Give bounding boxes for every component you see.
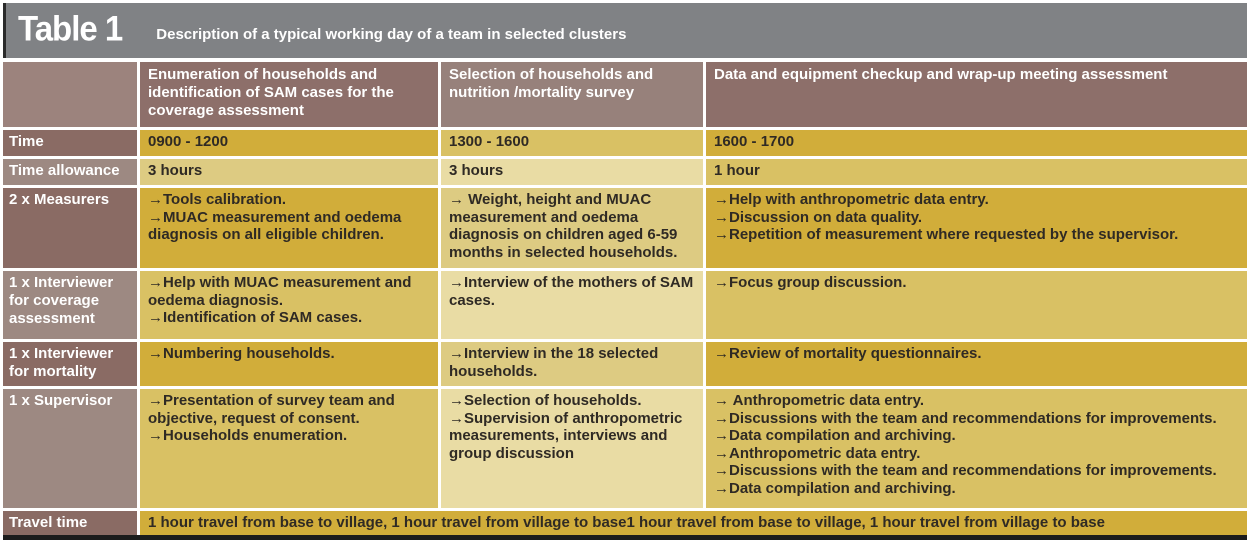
cell-interviewer-mortality-enumeration: →Numbering households.	[140, 342, 438, 386]
bullet-line: →Data compilation and archiving.	[714, 427, 956, 445]
bullet-line: →Anthropometric data entry.	[714, 444, 921, 462]
working-day-table: Enumeration of households and identifica…	[3, 62, 1247, 535]
bullet-line: →Review of mortality questionnaires.	[714, 345, 982, 362]
cell-interviewer-mortality-selection: →Interview in the 18 selected households…	[441, 342, 703, 386]
table-number: Table 1	[18, 7, 123, 48]
bullet-line: →MUAC measurement and oedema diagnosis o…	[148, 208, 402, 244]
bullet-line: →Tools calibration.	[148, 191, 287, 208]
bullet-line: →Discussions with the team and recommend…	[714, 409, 1217, 427]
bullet-line: →Discussions with the team and recommend…	[714, 462, 1217, 480]
cell-interviewer-mortality-wrapup: →Review of mortality questionnaires.	[706, 342, 1247, 386]
column-header-corner	[3, 62, 137, 127]
row-label-travel-time: Travel time	[3, 511, 137, 535]
table-title-bar: Table 1 Description of a typical working…	[3, 3, 1247, 58]
bullet-line: →Supervision of anthropometric measureme…	[449, 409, 683, 462]
bullet-line: →Presentation of survey team and objecti…	[148, 392, 395, 427]
table-description: Description of a typical working day of …	[156, 26, 627, 43]
cell-travel-time-value: 1 hour travel from base to village, 1 ho…	[140, 511, 1247, 535]
cell-time-wrapup: 1600 - 1700	[706, 130, 1247, 156]
bullet-line: →Interview of the mothers of SAM cases.	[449, 274, 694, 309]
cell-supervisor-wrapup: → Anthropometric data entry. →Discussions…	[706, 389, 1247, 508]
cell-supervisor-selection: →Selection of households. →Supervision of…	[441, 389, 703, 508]
cell-time-allowance-wrapup: 1 hour	[706, 159, 1247, 185]
bullet-line: →Selection of households.	[449, 392, 642, 409]
bullet-line: →Focus group discussion.	[714, 274, 907, 291]
cell-measurers-wrapup: →Help with anthropometric data entry. →Di…	[706, 188, 1247, 268]
bullet-line: →Discussion on data quality.	[714, 208, 923, 226]
row-label-interviewer-coverage: 1 x Interviewer for coverage assessment	[3, 271, 137, 339]
cell-time-selection: 1300 - 1600	[441, 130, 703, 156]
bullet-line: → Anthropometric data entry.	[714, 392, 925, 409]
bullet-line: →Repetition of measurement where request…	[714, 226, 1179, 244]
bullet-line: →Identification of SAM cases.	[148, 309, 363, 327]
cell-time-allowance-enumeration: 3 hours	[140, 159, 438, 185]
cell-supervisor-enumeration: →Presentation of survey team and objecti…	[140, 389, 438, 508]
cell-measurers-enumeration: →Tools calibration. →MUAC measurement and…	[140, 188, 438, 268]
row-label-time-allowance: Time allowance	[3, 159, 137, 185]
cell-interviewer-coverage-selection: →Interview of the mothers of SAM cases.	[441, 271, 703, 339]
bullet-line: →Help with MUAC measurement and oedema d…	[148, 274, 412, 309]
row-label-interviewer-mortality: 1 x Interviewer for mortality	[3, 342, 137, 386]
bullet-line: →Data compilation and archiving.	[714, 479, 956, 497]
row-label-measurers: 2 x Measurers	[3, 188, 137, 268]
bullet-line: → Weight, height and MUAC measurement an…	[449, 191, 678, 261]
bottom-border	[3, 535, 1247, 540]
cell-interviewer-coverage-enumeration: →Help with MUAC measurement and oedema d…	[140, 271, 438, 339]
row-label-time: Time	[3, 130, 137, 156]
column-header-selection: Selection of households and nutrition /m…	[441, 62, 703, 127]
cell-time-allowance-selection: 3 hours	[441, 159, 703, 185]
bullet-line: →Households enumeration.	[148, 427, 348, 445]
cell-measurers-selection: → Weight, height and MUAC measurement an…	[441, 188, 703, 268]
bullet-line: →Interview in the 18 selected households…	[449, 345, 659, 380]
cell-time-enumeration: 0900 - 1200	[140, 130, 438, 156]
bullet-line: →Numbering households.	[148, 345, 335, 362]
cell-interviewer-coverage-wrapup: →Focus group discussion.	[706, 271, 1247, 339]
row-label-supervisor: 1 x Supervisor	[3, 389, 137, 508]
column-header-wrapup: Data and equipment checkup and wrap-up m…	[706, 62, 1247, 127]
bullet-line: →Help with anthropometric data entry.	[714, 191, 989, 208]
column-header-enumeration: Enumeration of households and identifica…	[140, 62, 438, 127]
